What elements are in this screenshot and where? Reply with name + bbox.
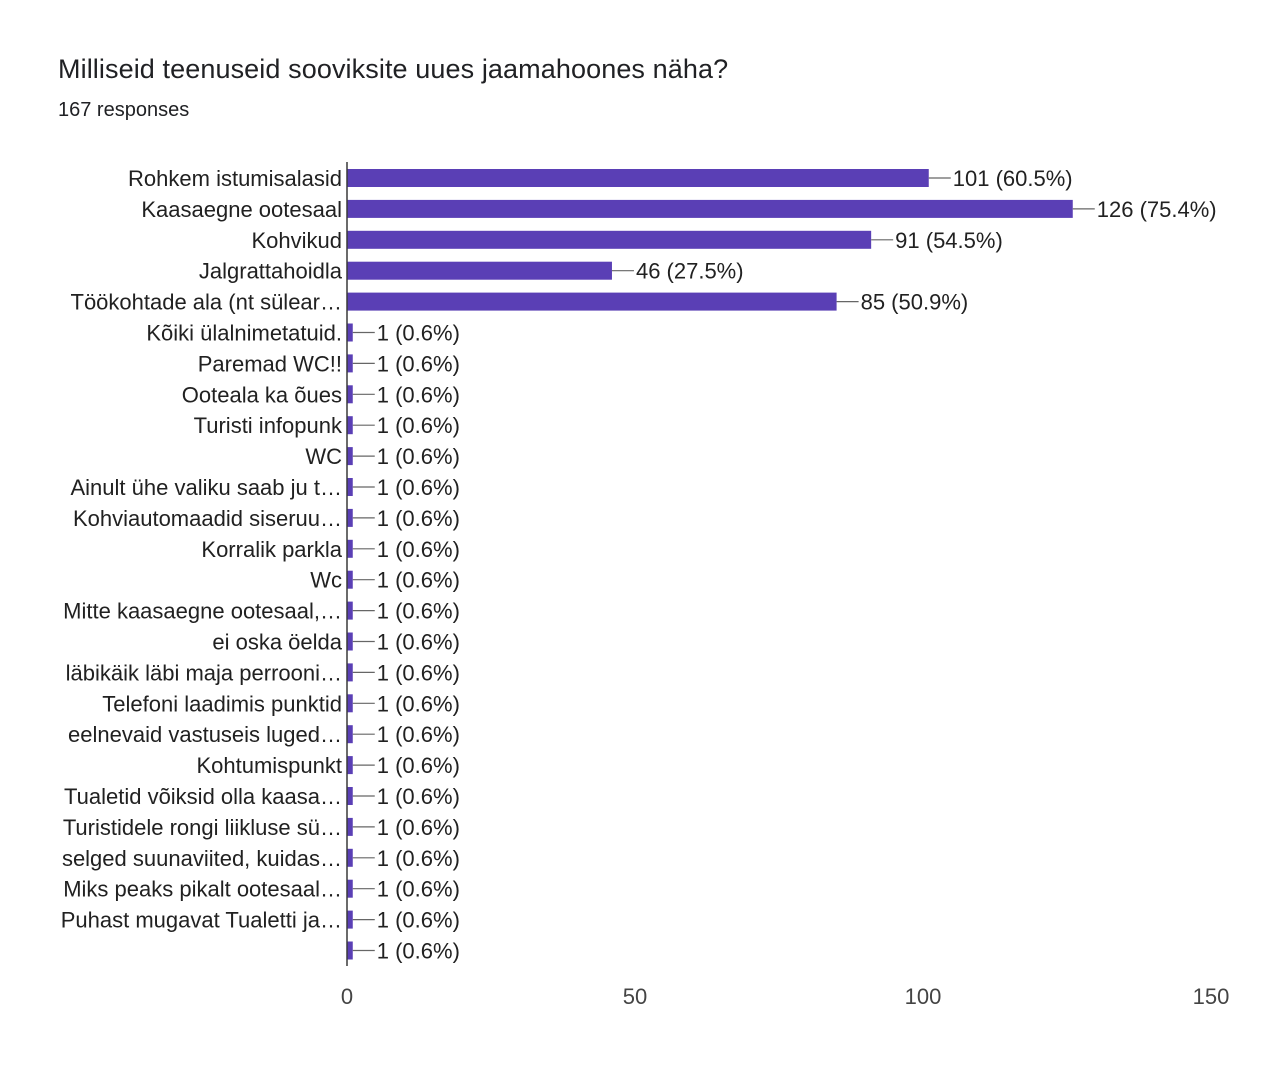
bar	[347, 447, 353, 466]
bar	[347, 879, 353, 898]
bar	[347, 230, 872, 249]
value-label: 1 (0.6%)	[377, 908, 460, 933]
bar	[347, 354, 353, 373]
value-label: 101 (60.5%)	[953, 166, 1073, 191]
value-label: 1 (0.6%)	[377, 444, 460, 469]
bar	[347, 323, 353, 342]
bar	[347, 169, 929, 187]
x-tick-label: 50	[623, 984, 647, 1009]
value-labels-group: 101 (60.5%) 126 (75.4%) 91 (54.5%) 46 (27.5…	[352, 166, 1217, 964]
bar	[347, 292, 837, 311]
bar	[347, 261, 612, 280]
value-label: 1 (0.6%)	[377, 568, 460, 593]
category-label: Wc	[310, 568, 342, 593]
category-label: selged suunaviited, kuidas…	[62, 846, 342, 871]
value-label: 1 (0.6%)	[377, 784, 460, 809]
value-label: 1 (0.6%)	[377, 877, 460, 902]
value-label: 1 (0.6%)	[377, 753, 460, 778]
x-tick-label: 150	[1193, 984, 1230, 1009]
category-label: Turisti infopunk	[194, 413, 343, 438]
value-label: 1 (0.6%)	[377, 722, 460, 747]
value-label: 1 (0.6%)	[377, 321, 460, 346]
category-label: eelnevaid vastuseis luged…	[68, 722, 342, 747]
value-label: 1 (0.6%)	[377, 475, 460, 500]
bar	[347, 941, 353, 960]
value-label: 46 (27.5%)	[636, 259, 744, 284]
value-label: 91 (54.5%)	[895, 228, 1003, 253]
category-label: Kohvikud	[251, 228, 342, 253]
category-label: Kõiki ülalnimetatuid.	[146, 321, 342, 346]
bar	[347, 539, 353, 558]
bar	[347, 725, 353, 744]
category-label: Kohtumispunkt	[196, 753, 342, 778]
bar	[347, 848, 353, 867]
bar	[347, 817, 353, 836]
value-label: 85 (50.9%)	[861, 290, 969, 315]
bar	[347, 385, 353, 404]
value-label: 1 (0.6%)	[377, 660, 460, 685]
category-label: Miks peaks pikalt ootesaal…	[63, 877, 342, 902]
value-label: 1 (0.6%)	[377, 506, 460, 531]
value-label: 1 (0.6%)	[377, 382, 460, 407]
x-axis: 0 50 100 150	[341, 984, 1229, 1009]
bars-group	[347, 169, 1073, 960]
x-tick-label: 0	[341, 984, 353, 1009]
category-label: ei oska öelda	[212, 630, 342, 655]
value-label: 1 (0.6%)	[377, 939, 460, 964]
bar	[347, 478, 353, 496]
category-label: Tualetid võiksid olla kaasa…	[64, 784, 342, 809]
category-label: WC	[305, 444, 342, 469]
bar	[347, 910, 353, 929]
value-label: 1 (0.6%)	[377, 537, 460, 562]
bar	[347, 694, 353, 713]
value-label: 1 (0.6%)	[377, 691, 460, 716]
category-label: Rohkem istumisalasid	[128, 166, 342, 191]
category-label: Ainult ühe valiku saab ju t…	[71, 475, 343, 500]
value-label: 1 (0.6%)	[377, 846, 460, 871]
bar	[347, 663, 353, 682]
category-label: Mitte kaasaegne ootesaal,…	[63, 599, 342, 624]
category-label: Ooteala ka õues	[182, 382, 342, 407]
category-label: Telefoni laadimis punktid	[102, 691, 342, 716]
category-label: läbikäik läbi maja perrooni…	[66, 660, 342, 685]
category-label: Turistidele rongi liikluse sü…	[63, 815, 342, 840]
category-label: Paremad WC!!	[198, 351, 342, 376]
bar	[347, 756, 353, 775]
category-label: Kohviautomaadid siseruu…	[73, 506, 342, 531]
category-label: Puhast mugavat Tualetti ja…	[61, 908, 342, 933]
value-label: 1 (0.6%)	[377, 599, 460, 624]
value-label: 1 (0.6%)	[377, 630, 460, 655]
value-label: 1 (0.6%)	[377, 815, 460, 840]
x-tick-label: 100	[905, 984, 942, 1009]
response-count: 167 responses	[58, 99, 190, 121]
bar	[347, 199, 1073, 218]
category-label: Kaasaegne ootesaal	[141, 197, 342, 222]
bar	[347, 787, 353, 805]
bar	[347, 632, 353, 651]
category-label: Töökohtade ala (nt sülear…	[71, 290, 343, 315]
bar	[347, 416, 353, 435]
category-labels-group: Rohkem istumisalasid Kaasaegne ootesaal Ko…	[61, 166, 343, 933]
value-label: 1 (0.6%)	[377, 351, 460, 376]
chart-title: Milliseid teenuseid sooviksite uues jaam…	[58, 54, 729, 84]
value-label: 1 (0.6%)	[377, 413, 460, 438]
value-label: 126 (75.4%)	[1097, 197, 1217, 222]
bar	[347, 601, 353, 620]
bar	[347, 570, 353, 589]
category-label: Korralik parkla	[201, 537, 342, 562]
bar	[347, 508, 353, 527]
category-label: Jalgrattahoidla	[199, 259, 343, 284]
